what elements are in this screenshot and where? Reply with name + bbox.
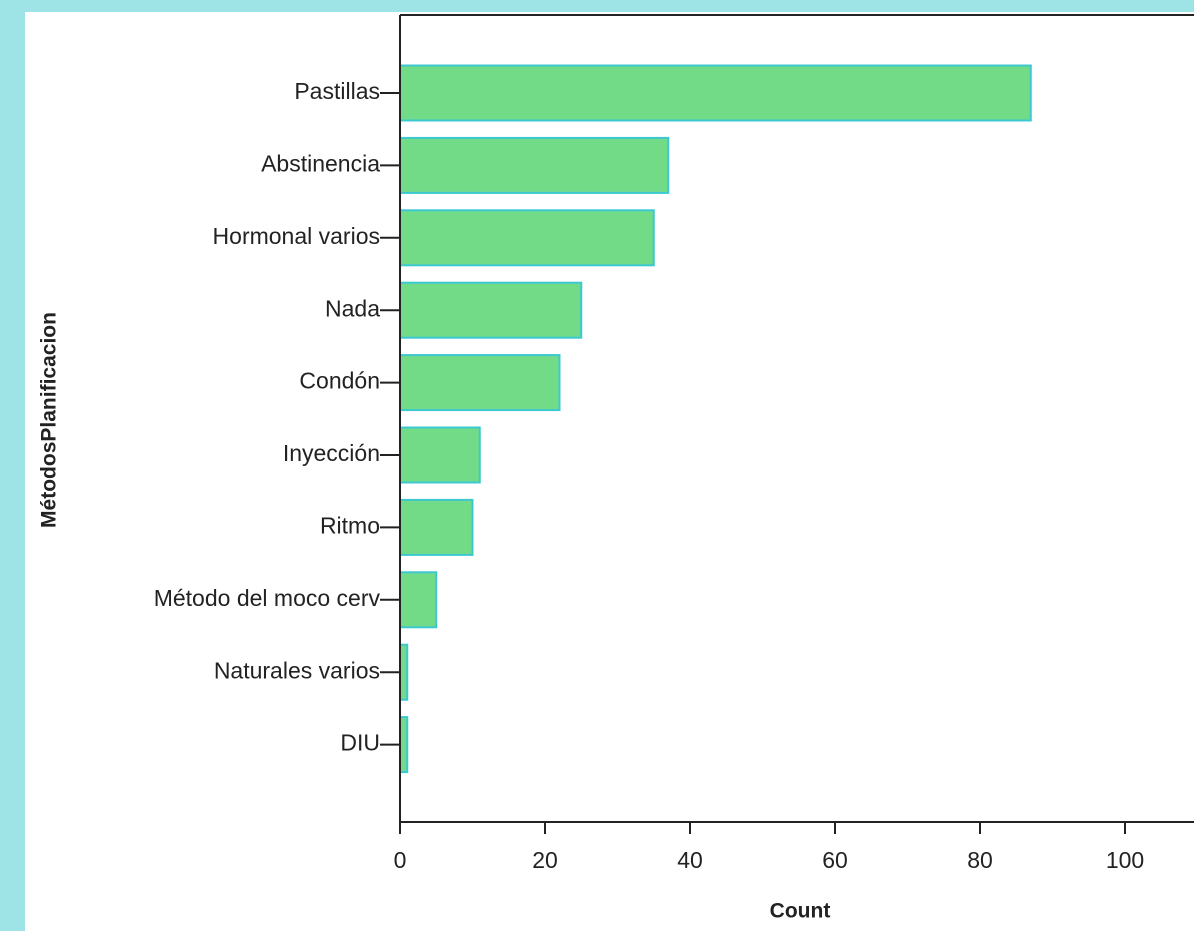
y-tick-label: Naturales varios [214,657,380,683]
x-tick-label: 20 [532,847,558,873]
x-axis-label: Count [770,900,831,923]
bar [399,716,409,774]
y-tick-label: DIU [340,730,380,756]
bar [399,281,583,339]
x-tick-label: 80 [967,847,993,873]
y-axis-label: MétodosPlanificacion [38,312,61,528]
y-tick-label: Pastillas [294,78,380,104]
y-tick-label: Hormonal varios [213,223,380,249]
y-tick-label: Inyección [283,440,380,466]
x-tick-label: 100 [1106,847,1144,873]
y-tick-label: Método del moco cerv [154,585,381,611]
bar [399,354,561,412]
bar [399,498,474,556]
y-tick-label: Abstinencia [261,150,380,176]
bar [399,136,670,194]
bar [399,64,1032,122]
x-tick-label: 60 [822,847,848,873]
y-tick-label: Condón [299,368,380,394]
bar [399,571,438,629]
x-tick-label: 0 [394,847,407,873]
y-tick-label: Ritmo [320,512,380,538]
bar [399,643,409,701]
bar [399,426,481,484]
x-tick-label: 40 [677,847,703,873]
bar [399,209,655,267]
y-tick-label: Nada [325,295,380,321]
